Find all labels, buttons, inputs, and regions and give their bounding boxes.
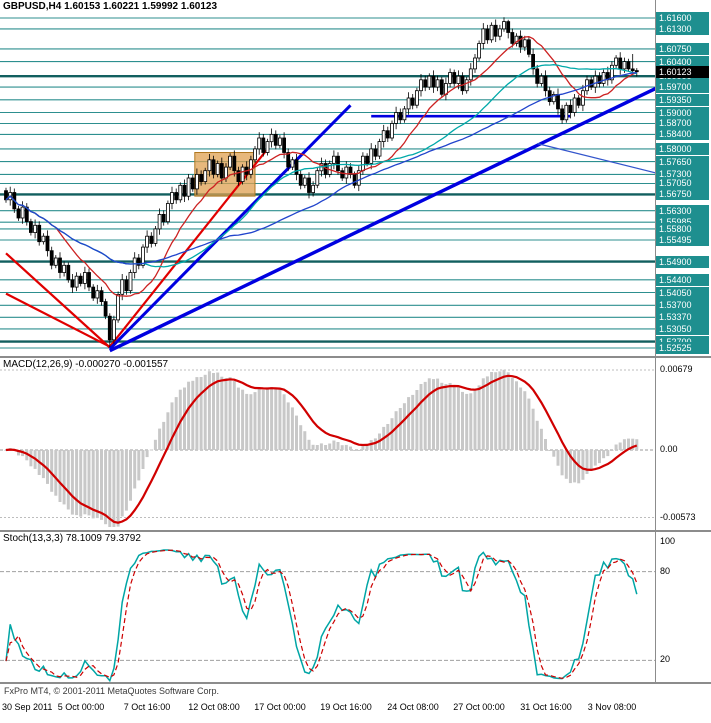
- panel-resize-handle[interactable]: [0, 530, 711, 532]
- price-scale[interactable]: 1.60123 1.616001.613001.607501.604001.60…: [656, 0, 711, 684]
- red-falling-wedge-lower[interactable]: [5, 292, 111, 348]
- price-level-label: 1.54900: [656, 256, 709, 268]
- price-level-label: 1.53370: [656, 311, 709, 323]
- stoch-scale-label: 100: [660, 536, 676, 546]
- price-level-label: 1.59350: [656, 94, 709, 106]
- time-axis-label: 7 Oct 16:00: [123, 702, 171, 712]
- time-axis-label: 19 Oct 16:00: [320, 702, 372, 712]
- time-axis-label: 3 Nov 08:00: [587, 702, 637, 712]
- terminal-copyright: FxPro MT4, © 2001-2011 MetaQuotes Softwa…: [4, 686, 220, 696]
- stoch-k-line: [5, 549, 638, 682]
- blue-thin-descending[interactable]: [537, 142, 655, 175]
- candlesticks: [4, 17, 639, 348]
- price-level-label: 1.58400: [656, 128, 709, 140]
- panel-resize-handle[interactable]: [0, 682, 711, 684]
- stoch-scale-label: 20: [660, 654, 671, 664]
- price-level-label: 1.57050: [656, 177, 709, 189]
- price-level-label: 1.53050: [656, 323, 709, 335]
- price-level-label: 1.53700: [656, 299, 709, 311]
- time-axis-label: 31 Oct 16:00: [520, 702, 572, 712]
- price-level-label: 1.54050: [656, 287, 709, 299]
- blue-major-trendline[interactable]: [109, 82, 655, 353]
- time-axis-label: 27 Oct 00:00: [453, 702, 505, 712]
- macd-title: MACD(12,26,9) -0.000270 -0.001557: [3, 359, 169, 370]
- time-axis-label: 24 Oct 08:00: [387, 702, 439, 712]
- macd-scale-label: -0.00573: [660, 512, 696, 522]
- support-resistance-lines[interactable]: [0, 17, 655, 349]
- stoch-scale-label: 80: [660, 566, 671, 576]
- macd-indicator-canvas[interactable]: [0, 358, 655, 530]
- price-scale-divider: [655, 0, 656, 684]
- price-level-label: 1.56750: [656, 188, 709, 200]
- current-price-label: 1.60123: [656, 66, 709, 78]
- macd-scale-label: 0.00: [660, 444, 678, 454]
- price-level-label: 1.60400: [656, 56, 709, 68]
- price-level-label: 1.58000: [656, 143, 709, 155]
- panel-resize-handle[interactable]: [0, 356, 711, 358]
- price-level-label: 1.60750: [656, 43, 709, 55]
- blue-steep-trendline[interactable]: [108, 104, 352, 350]
- price-level-label: 1.55800: [656, 223, 709, 235]
- price-level-label: 1.61300: [656, 23, 709, 35]
- main-chart-canvas[interactable]: [0, 0, 655, 356]
- stochastic-title: Stoch(13,3,3) 78.1009 79.3792: [3, 533, 141, 544]
- macd-signal-line: [5, 374, 638, 524]
- stoch-d-line: [5, 549, 638, 679]
- price-level-label: 1.61600: [656, 12, 709, 24]
- time-axis-label: 30 Sep 2011: [2, 702, 53, 712]
- moving-average-lines: [5, 36, 638, 297]
- red-falling-wedge-upper[interactable]: [5, 252, 111, 349]
- time-axis-label: 12 Oct 08:00: [188, 702, 240, 712]
- price-level-label: 1.54400: [656, 274, 709, 286]
- price-level-label: 1.58700: [656, 117, 709, 129]
- macd-histogram: [4, 369, 639, 527]
- price-level-label: 1.59000: [656, 107, 709, 119]
- price-level-label: 1.56300: [656, 205, 709, 217]
- price-level-label: 1.59700: [656, 81, 709, 93]
- stochastic-indicator-canvas[interactable]: [0, 532, 655, 682]
- price-level-label: 1.52525: [656, 342, 709, 354]
- price-level-label: 1.55495: [656, 234, 709, 246]
- price-level-label: 1.57650: [656, 156, 709, 168]
- time-axis-label: 5 Oct 00:00: [57, 702, 105, 712]
- macd-scale-label: 0.00679: [660, 364, 693, 374]
- time-axis-label: 17 Oct 00:00: [254, 702, 306, 712]
- chart-title: GBPUSD,H4 1.60153 1.60221 1.59992 1.6012…: [3, 1, 218, 12]
